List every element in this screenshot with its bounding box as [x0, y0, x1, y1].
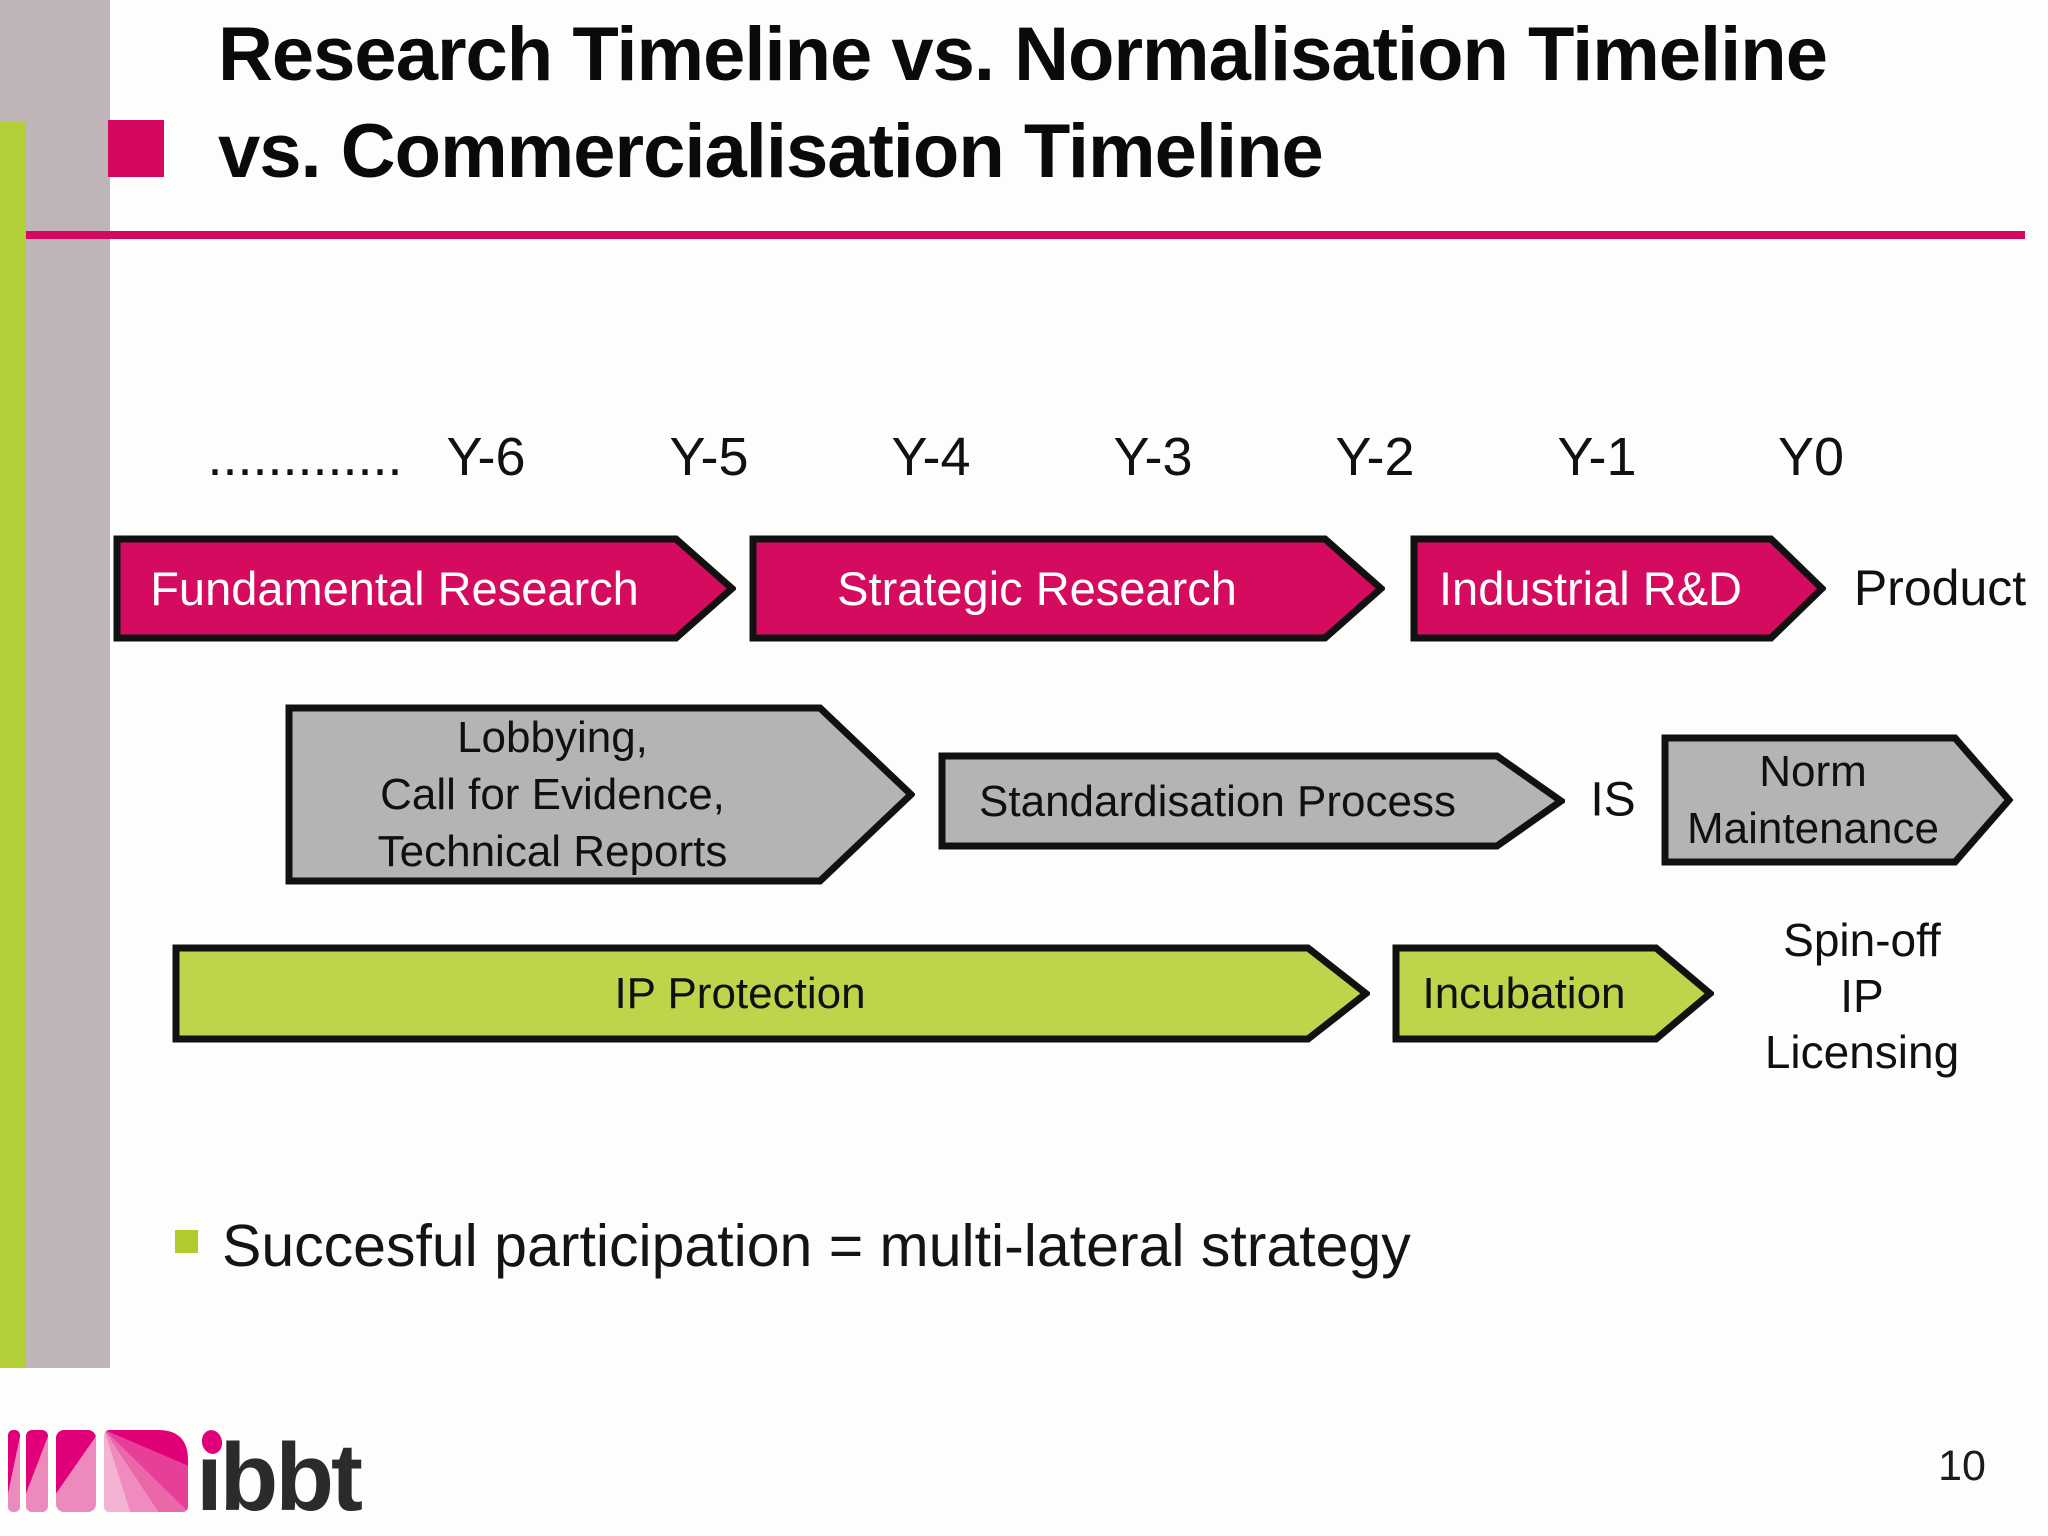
arrow-strategic-research: Strategic Research	[749, 535, 1385, 642]
timeline-label-y0: Y0	[1777, 427, 1845, 487]
title-line-1: Research Timeline vs. Normalisation Time…	[218, 12, 1828, 97]
arrow-standardisation-process: Standardisation Process	[938, 752, 1565, 850]
arrow-fundamental-research: Fundamental Research	[113, 535, 736, 642]
timeline-label-y4: Y-4	[891, 427, 971, 487]
arrow-standardisation-label: Standardisation Process	[979, 776, 1456, 826]
timeline-label-dots: .............	[207, 427, 403, 487]
title-underline-rule	[26, 231, 2025, 239]
arrow-ip-protection-label: IP Protection	[614, 969, 866, 1018]
timeline-label-y1: Y-1	[1557, 427, 1637, 487]
timeline-label-y5: Y-5	[669, 427, 749, 487]
ibbt-logo: ıbbt	[8, 1426, 365, 1516]
arrow-industrial-rd-label: Industrial R&D	[1439, 562, 1742, 615]
arrow-norm-maintenance-label: Norm Maintenance	[1687, 747, 1939, 853]
arrow-strategic-research-label: Strategic Research	[837, 562, 1237, 615]
timeline-label-y3: Y-3	[1113, 427, 1193, 487]
timeline-label-y6: Y-6	[446, 427, 526, 487]
logo-fan	[104, 1430, 188, 1512]
arrow-ip-protection: IP Protection	[172, 944, 1370, 1043]
is-milestone-label: IS	[1590, 773, 1636, 827]
arrow-incubation-label: Incubation	[1422, 969, 1626, 1018]
arrow-fundamental-research-label: Fundamental Research	[150, 562, 639, 615]
arrow-norm-maintenance: Norm Maintenance	[1661, 734, 2013, 866]
page-number: 10	[1938, 1442, 1986, 1490]
product-label: Product	[1853, 560, 2027, 616]
arrow-incubation: Incubation	[1392, 944, 1714, 1043]
title-accent-square	[108, 120, 164, 177]
slide-title: Research Timeline vs. Normalisation Time…	[218, 6, 1828, 200]
arrow-lobbying-label: Lobbying, Call for Evidence, Technical R…	[377, 713, 728, 876]
bullet-marker	[175, 1230, 198, 1253]
sidebar-green-bar	[0, 122, 26, 1368]
timeline-label-y2: Y-2	[1335, 427, 1415, 487]
logo-mark	[8, 1430, 188, 1512]
arrow-lobbying-call-for-evidence: Lobbying, Call for Evidence, Technical R…	[285, 704, 915, 885]
title-line-2: vs. Commercialisation Timeline	[218, 109, 1324, 194]
arrow-industrial-rd: Industrial R&D	[1410, 535, 1826, 642]
spin-off-ip-licensing-label: Spin-off IP Licensing	[1764, 914, 1960, 1078]
bullet-text: Succesful participation = multi-lateral …	[222, 1213, 1411, 1279]
logo-i-dot	[201, 1430, 223, 1454]
logo-text: ıbbt	[196, 1426, 362, 1516]
